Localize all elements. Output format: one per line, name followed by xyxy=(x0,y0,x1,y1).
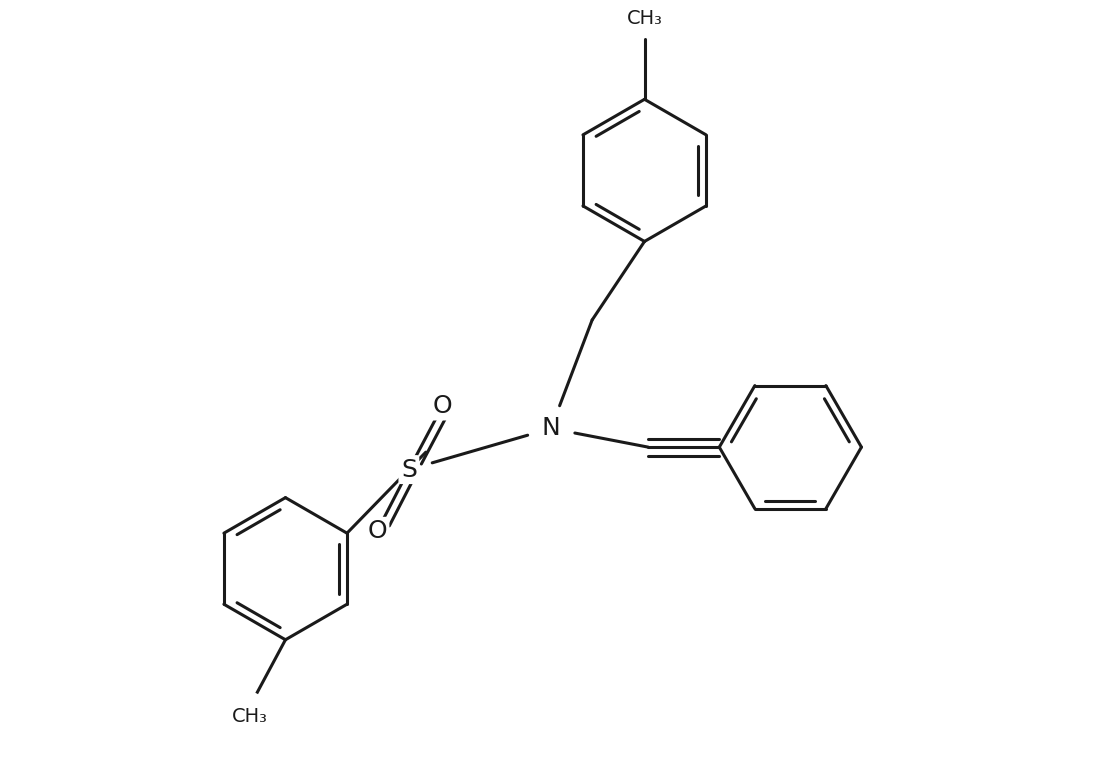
Text: O: O xyxy=(367,520,387,543)
Text: CH₃: CH₃ xyxy=(233,707,268,726)
Text: CH₃: CH₃ xyxy=(627,9,662,29)
Text: O: O xyxy=(433,394,452,418)
Text: S: S xyxy=(401,458,417,482)
Text: N: N xyxy=(541,416,561,441)
